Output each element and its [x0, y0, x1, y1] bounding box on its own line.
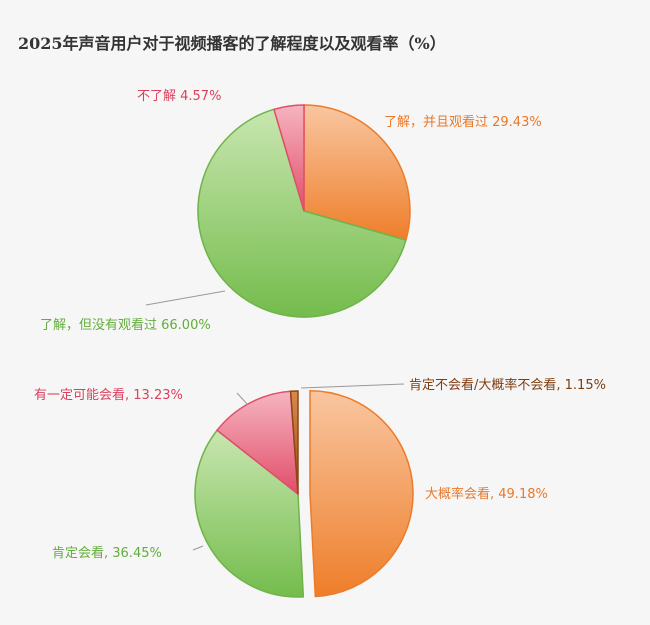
leader-line-possibly — [236, 392, 249, 406]
pie-slice-aware-watched — [303, 104, 411, 242]
data-label-possibly: 有一定可能会看, 13.23% — [34, 387, 183, 403]
pie-chart-awareness: 了解，并且观看过 29.43% 了解，但没有观看过 66.00% 不了解 4.57% — [40, 89, 542, 333]
data-label-aware-watched: 了解，并且观看过 29.43% — [384, 114, 542, 130]
data-label-likely: 大概率会看, 49.18% — [425, 486, 548, 502]
data-label-unlikely: 肯定不会看/大概率不会看, 1.15% — [409, 377, 606, 393]
data-label-not-aware: 不了解 4.57% — [137, 89, 221, 104]
chart-title: 2025年声音用户对于视频播客的了解程度以及观看率（%） — [18, 34, 446, 53]
pie-chart-watch-intent: 大概率会看, 49.18% 肯定会看, 36.45% 有一定可能会看, 13.23%… — [34, 377, 606, 598]
pie-slice-unlikely — [289, 390, 299, 495]
pie-slice-possibly — [216, 390, 299, 496]
pie-slice-likely — [309, 389, 414, 598]
leader-line-definitely — [192, 545, 204, 551]
pie-slice-definitely — [194, 429, 305, 598]
pie-slice-aware-not-watched — [197, 108, 407, 318]
leader-line-aware-not-watched — [145, 290, 226, 306]
data-label-aware-not-watched: 了解，但没有观看过 66.00% — [40, 317, 211, 333]
data-label-definitely: 肯定会看, 36.45% — [52, 545, 162, 561]
pie-slice-not-aware — [273, 104, 305, 212]
leader-line-unlikely — [300, 383, 405, 389]
